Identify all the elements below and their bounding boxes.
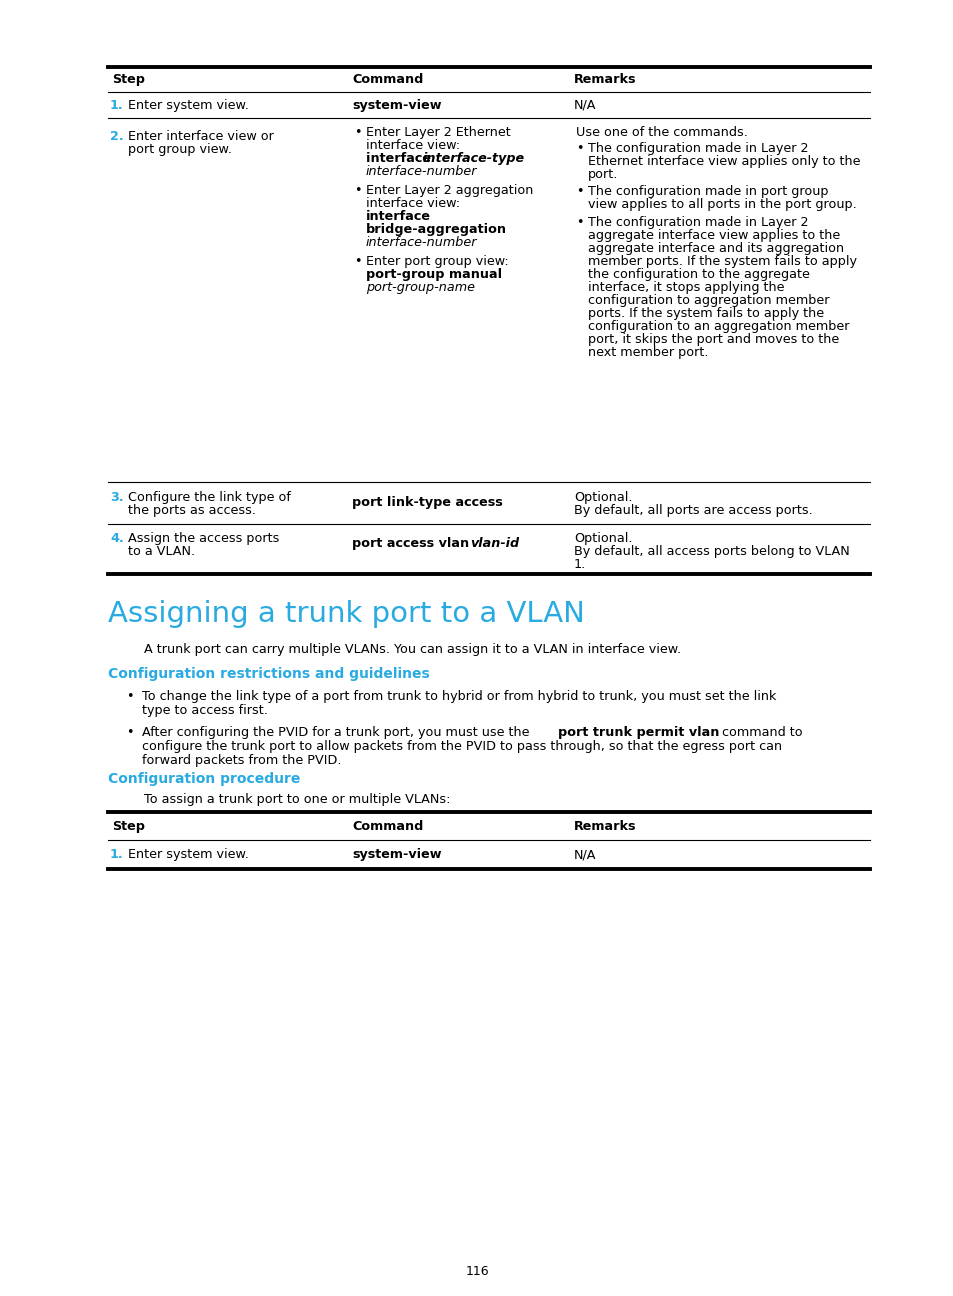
Text: Step: Step <box>112 820 145 833</box>
Text: Enter interface view or: Enter interface view or <box>128 130 274 143</box>
Text: port-group-name: port-group-name <box>366 281 475 294</box>
Text: Remarks: Remarks <box>574 73 636 86</box>
Text: •: • <box>354 126 361 139</box>
Text: interface: interface <box>366 210 431 223</box>
Text: interface, it stops applying the: interface, it stops applying the <box>587 281 783 294</box>
Text: configuration to aggregation member: configuration to aggregation member <box>587 294 828 307</box>
Text: ports. If the system fails to apply the: ports. If the system fails to apply the <box>587 307 823 320</box>
Text: aggregate interface and its aggregation: aggregate interface and its aggregation <box>587 242 843 255</box>
Text: •: • <box>576 185 583 198</box>
Text: Command: Command <box>352 73 423 86</box>
Text: N/A: N/A <box>574 848 596 861</box>
Text: •: • <box>354 255 361 268</box>
Text: After configuring the PVID for a trunk port, you must use the: After configuring the PVID for a trunk p… <box>142 726 533 739</box>
Text: The configuration made in Layer 2: The configuration made in Layer 2 <box>587 143 807 156</box>
Text: 3.: 3. <box>110 491 124 504</box>
Text: 4.: 4. <box>110 531 124 546</box>
Text: Ethernet interface view applies only to the: Ethernet interface view applies only to … <box>587 156 860 168</box>
Text: port-group manual: port-group manual <box>366 268 501 281</box>
Text: Enter port group view:: Enter port group view: <box>366 255 508 268</box>
Text: the ports as access.: the ports as access. <box>128 504 255 517</box>
Text: the configuration to the aggregate: the configuration to the aggregate <box>587 268 809 281</box>
Text: interface view:: interface view: <box>366 139 459 152</box>
Text: By default, all access ports belong to VLAN: By default, all access ports belong to V… <box>574 546 849 559</box>
Text: forward packets from the PVID.: forward packets from the PVID. <box>142 754 341 767</box>
Text: interface-number: interface-number <box>366 165 477 178</box>
Text: N/A: N/A <box>574 98 596 111</box>
Text: To assign a trunk port to one or multiple VLANs:: To assign a trunk port to one or multipl… <box>144 793 450 806</box>
Text: Command: Command <box>352 820 423 833</box>
Text: interface-type: interface-type <box>422 152 524 165</box>
Text: Enter Layer 2 aggregation: Enter Layer 2 aggregation <box>366 184 533 197</box>
Text: •: • <box>126 689 133 702</box>
Text: next member port.: next member port. <box>587 346 708 359</box>
Text: •: • <box>354 184 361 197</box>
Text: interface: interface <box>366 152 435 165</box>
Text: port access vlan: port access vlan <box>352 537 469 550</box>
Text: configure the trunk port to allow packets from the PVID to pass through, so that: configure the trunk port to allow packet… <box>142 740 781 753</box>
Text: system-view: system-view <box>352 98 441 111</box>
Text: Configuration procedure: Configuration procedure <box>108 772 300 785</box>
Text: view applies to all ports in the port group.: view applies to all ports in the port gr… <box>587 198 856 211</box>
Text: Configure the link type of: Configure the link type of <box>128 491 291 504</box>
Text: •: • <box>576 143 583 156</box>
Text: Remarks: Remarks <box>574 820 636 833</box>
Text: 1.: 1. <box>110 848 124 861</box>
Text: Optional.: Optional. <box>574 491 632 504</box>
Text: port.: port. <box>587 168 618 181</box>
Text: Step: Step <box>112 73 145 86</box>
Text: Optional.: Optional. <box>574 531 632 546</box>
Text: interface view:: interface view: <box>366 197 459 210</box>
Text: Enter Layer 2 Ethernet: Enter Layer 2 Ethernet <box>366 126 510 139</box>
Text: Use one of the commands.: Use one of the commands. <box>576 126 747 139</box>
Text: 2.: 2. <box>110 130 124 143</box>
Text: 116: 116 <box>465 1265 488 1278</box>
Text: Configuration restrictions and guidelines: Configuration restrictions and guideline… <box>108 667 429 680</box>
Text: To change the link type of a port from trunk to hybrid or from hybrid to trunk, : To change the link type of a port from t… <box>142 689 776 702</box>
Text: A trunk port can carry multiple VLANs. You can assign it to a VLAN in interface : A trunk port can carry multiple VLANs. Y… <box>144 643 680 656</box>
Text: The configuration made in Layer 2: The configuration made in Layer 2 <box>587 216 807 229</box>
Text: vlan-id: vlan-id <box>470 537 518 550</box>
Text: •: • <box>576 216 583 229</box>
Text: aggregate interface view applies to the: aggregate interface view applies to the <box>587 229 840 242</box>
Text: command to: command to <box>718 726 801 739</box>
Text: Enter system view.: Enter system view. <box>128 98 249 111</box>
Text: port group view.: port group view. <box>128 143 232 156</box>
Text: 1.: 1. <box>110 98 124 111</box>
Text: 1.: 1. <box>574 559 586 572</box>
Text: •: • <box>126 726 133 739</box>
Text: configuration to an aggregation member: configuration to an aggregation member <box>587 320 848 333</box>
Text: By default, all ports are access ports.: By default, all ports are access ports. <box>574 504 812 517</box>
Text: interface-number: interface-number <box>366 236 477 249</box>
Text: port trunk permit vlan: port trunk permit vlan <box>558 726 719 739</box>
Text: port link-type access: port link-type access <box>352 496 502 509</box>
Text: system-view: system-view <box>352 848 441 861</box>
Text: Assign the access ports: Assign the access ports <box>128 531 279 546</box>
Text: type to access first.: type to access first. <box>142 704 268 717</box>
Text: Enter system view.: Enter system view. <box>128 848 249 861</box>
Text: bridge-aggregation: bridge-aggregation <box>366 223 506 236</box>
Text: Assigning a trunk port to a VLAN: Assigning a trunk port to a VLAN <box>108 600 584 629</box>
Text: The configuration made in port group: The configuration made in port group <box>587 185 827 198</box>
Text: port, it skips the port and moves to the: port, it skips the port and moves to the <box>587 333 839 346</box>
Text: member ports. If the system fails to apply: member ports. If the system fails to app… <box>587 255 856 268</box>
Text: to a VLAN.: to a VLAN. <box>128 546 195 559</box>
